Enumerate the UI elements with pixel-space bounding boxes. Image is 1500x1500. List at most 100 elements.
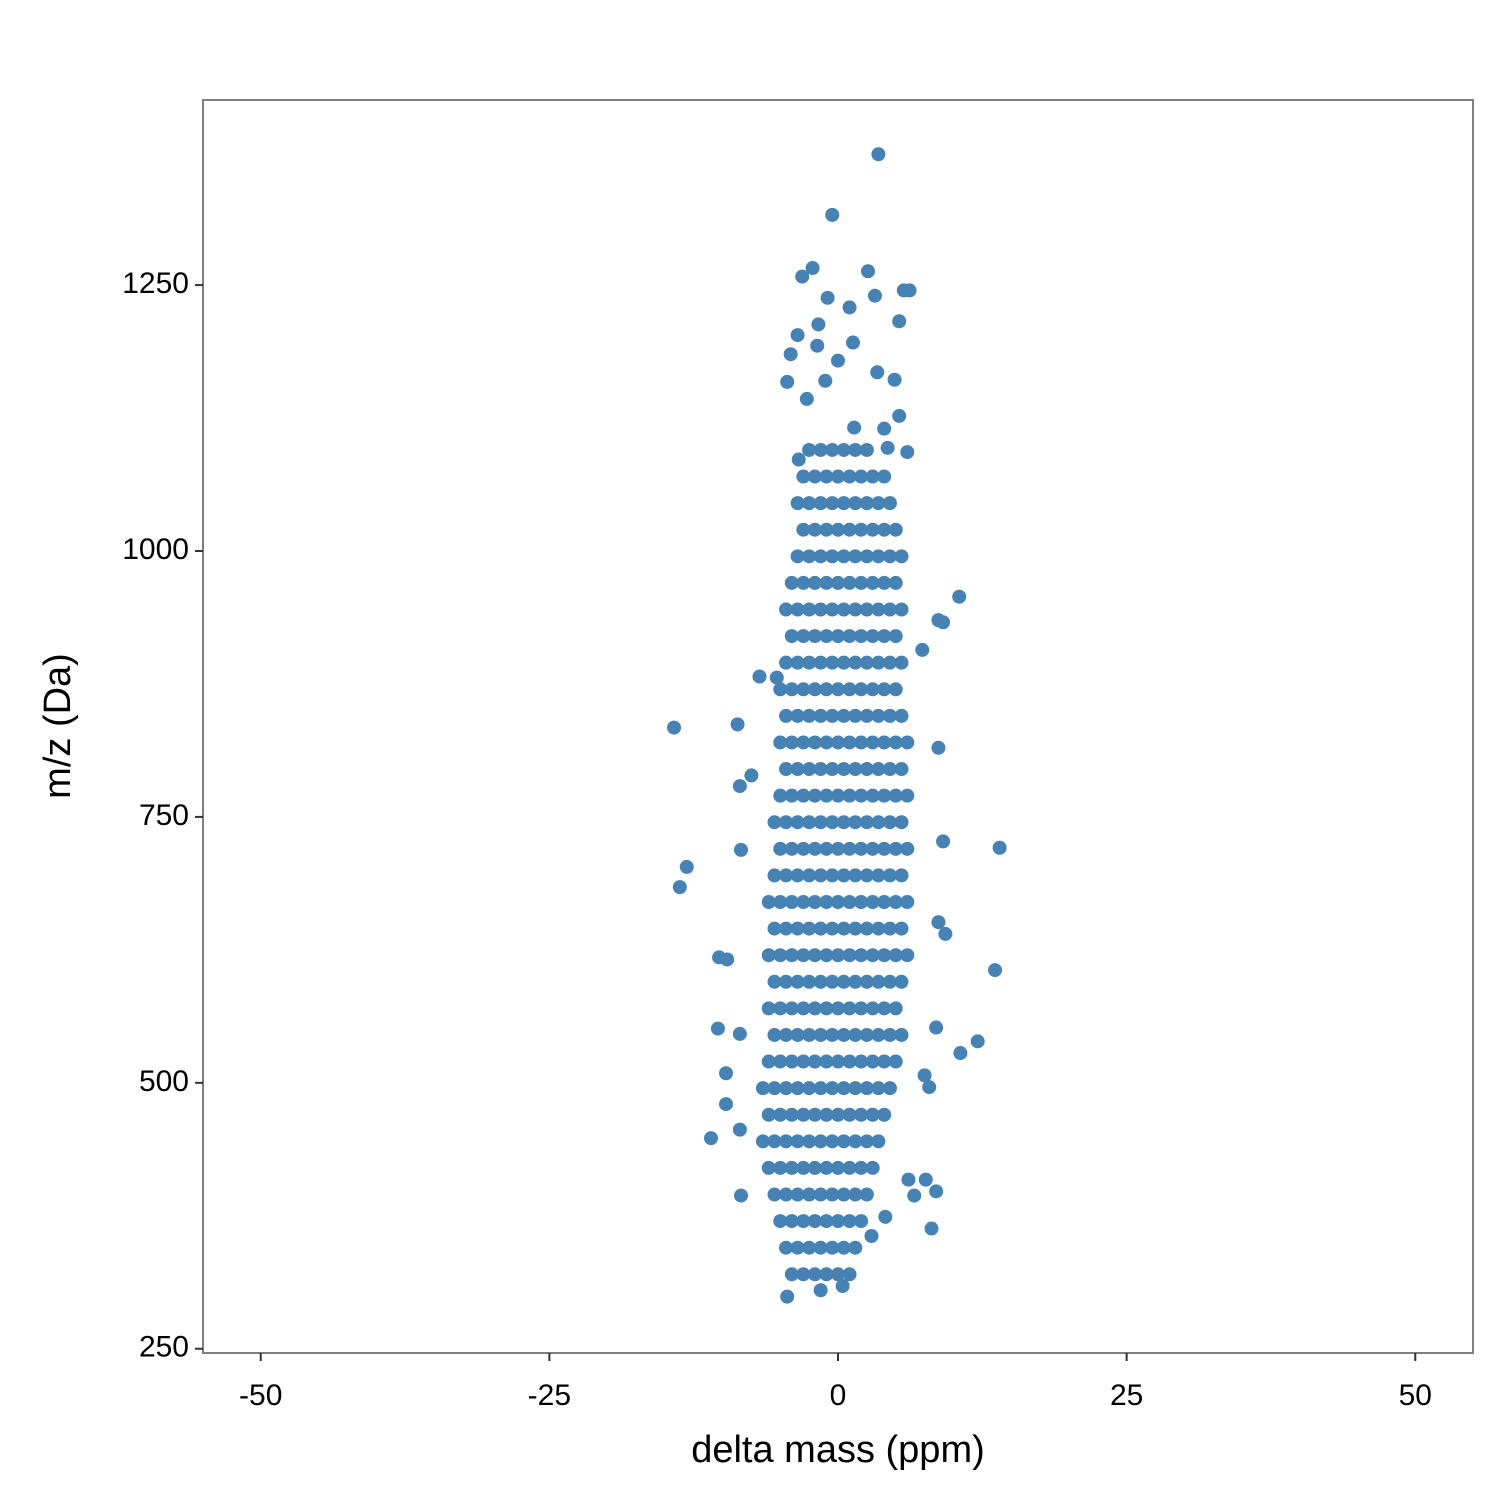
point (825, 868, 840, 883)
point (882, 815, 897, 830)
point (802, 762, 817, 777)
point (807, 1214, 822, 1229)
point (819, 1001, 834, 1016)
point (877, 788, 892, 803)
point (871, 549, 886, 564)
point (802, 655, 817, 670)
point (784, 788, 799, 803)
point (825, 762, 840, 777)
point (790, 815, 805, 830)
point (819, 575, 834, 590)
point (888, 629, 903, 644)
point (779, 921, 794, 936)
point (894, 708, 909, 723)
point (761, 1054, 776, 1069)
point (859, 1187, 874, 1202)
point (780, 374, 795, 389)
point (831, 522, 845, 537)
point (773, 1214, 788, 1229)
point (767, 1187, 782, 1202)
point (818, 373, 833, 388)
point (813, 1134, 828, 1149)
point (796, 948, 811, 963)
point (835, 1278, 850, 1293)
point (807, 735, 822, 750)
point (877, 1107, 892, 1122)
point (848, 602, 863, 617)
point (807, 575, 822, 590)
point (795, 269, 810, 284)
point (877, 841, 892, 856)
point (796, 1214, 811, 1229)
point (779, 762, 794, 777)
point (842, 629, 857, 644)
point (807, 948, 822, 963)
point (894, 655, 909, 670)
point (907, 1188, 922, 1203)
point (894, 1027, 909, 1042)
point (854, 1107, 869, 1122)
point (813, 708, 828, 723)
point (790, 602, 805, 617)
point (807, 682, 822, 697)
point (732, 779, 747, 794)
point (802, 1081, 817, 1096)
point (796, 629, 811, 644)
point (831, 1160, 845, 1175)
point (854, 682, 869, 697)
point (831, 1054, 845, 1069)
point (813, 655, 828, 670)
point (769, 670, 784, 685)
point (761, 895, 776, 910)
point (854, 1214, 869, 1229)
point (871, 1134, 886, 1149)
point (859, 1027, 874, 1042)
point (859, 496, 874, 511)
point (865, 629, 880, 644)
point (917, 1068, 932, 1083)
point (825, 974, 840, 989)
point (811, 317, 826, 332)
point (761, 1160, 776, 1175)
axes-layer: 250 500 750 1000 1250 -50 -25 0 25 50 (122, 267, 1432, 1412)
point (854, 469, 869, 484)
point (892, 314, 907, 329)
point (836, 762, 851, 777)
point (836, 1240, 851, 1255)
point (796, 575, 811, 590)
point (802, 1027, 817, 1042)
point (859, 974, 874, 989)
point (825, 708, 840, 723)
point (813, 1187, 828, 1202)
point (859, 815, 874, 830)
point (779, 868, 794, 883)
point (779, 655, 794, 670)
point (813, 921, 828, 936)
point (831, 575, 845, 590)
point (900, 445, 915, 460)
point (888, 735, 903, 750)
x-tick-label: -25 (528, 1379, 571, 1412)
point (859, 442, 874, 457)
point (790, 1027, 805, 1042)
point (938, 926, 953, 941)
point (773, 948, 788, 963)
point (802, 708, 817, 723)
point (732, 1026, 747, 1041)
point (720, 952, 735, 967)
point (779, 1027, 794, 1042)
point (865, 1107, 880, 1122)
point (854, 1160, 869, 1175)
point (865, 841, 880, 856)
x-axis-title: delta mass (ppm) (691, 1429, 985, 1471)
point (864, 1228, 879, 1243)
point (877, 1001, 892, 1016)
point (807, 788, 822, 803)
point (779, 602, 794, 617)
point (813, 762, 828, 777)
point (848, 708, 863, 723)
point (820, 290, 835, 305)
point (796, 1054, 811, 1069)
point (848, 921, 863, 936)
